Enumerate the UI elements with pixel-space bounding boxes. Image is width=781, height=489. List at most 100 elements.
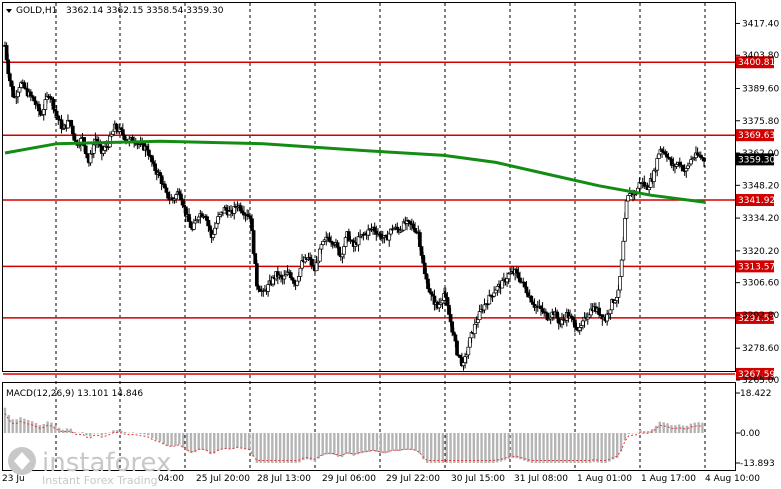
macd-bar [449,433,452,463]
macd-bar [553,433,557,463]
macd-bar [244,433,247,450]
macd-bar [375,433,379,452]
candle [253,253,258,264]
candle [251,229,256,256]
macd-bar [81,432,84,433]
macd-bar [507,433,510,459]
macd-bar [557,433,561,463]
macd-bar [73,431,76,433]
macd-bar [302,433,305,461]
macd-bar [259,433,262,463]
macd-bar [360,433,363,454]
macd-bar [387,433,390,453]
macd-axis: 18.422 0.00 -13.893 [736,389,775,469]
macd-bar [685,425,689,433]
macd-bar [50,422,53,433]
price-axis-label: 3334.20 [742,214,779,224]
candle [624,199,629,220]
macd-bar [54,425,57,433]
level-label-box [736,311,774,324]
macd-bar [38,425,42,433]
macd-bar [646,430,650,433]
candle [702,156,706,168]
candle [32,96,36,102]
macd-bar [151,433,154,439]
macd-bar [15,419,18,433]
macd-bar [522,433,526,461]
macd-bar [677,424,681,433]
macd-bar [577,433,580,463]
macd-bar [340,433,344,458]
macd-bar [77,432,80,434]
macd-axis-label: 18.422 [740,389,772,399]
price-axis-label: 3265.00 [742,376,779,386]
macd-bar [189,433,193,453]
macd-bar [236,433,239,448]
macd-bar [333,433,336,455]
macd-bar [395,433,398,452]
triangle-down-icon[interactable] [6,9,12,13]
macd-bar [445,433,448,463]
macd-bar [294,433,297,463]
macd-bar [170,433,173,447]
macd-bar [228,433,231,450]
macd-bar [670,425,673,433]
candle [619,258,624,277]
macd-frame [2,382,736,471]
level-label-box [736,129,774,142]
main-chart-frame [2,2,736,372]
support-resistance-levels: 3400.81 3369.63 3341.92 3313.57 3291.53 3267.… [3,56,775,380]
macd-bar [147,433,150,436]
level-label: 3291.53 [738,314,775,324]
macd-bar [464,433,468,463]
macd-bar [30,421,34,433]
macd-axis-label: 0.00 [740,429,760,439]
partial-time-label: 04:00 [158,474,184,484]
macd-bar [240,433,243,449]
macd-bar [422,433,425,460]
symbol-timeframe: GOLD,H1 [16,6,57,16]
macd-bar [460,433,464,463]
macd-bar [631,433,634,434]
macd-bar [604,433,607,463]
macd-bar [488,433,491,463]
macd-bar [23,418,26,433]
macd-bar [565,433,569,463]
macd-bar [515,433,518,459]
macd-bar [100,433,104,436]
level-label: 3400.81 [738,58,775,68]
macd-bar [58,427,61,433]
macd-bar [526,433,530,463]
macd-bar [251,433,255,457]
level-label: 3369.63 [738,131,775,141]
candle [656,153,661,159]
macd-bar [27,420,30,433]
macd-bar [410,433,414,450]
macd-bar [433,433,437,463]
macd-bar [325,433,328,455]
macd-bar [329,433,332,455]
macd-bar [193,433,197,453]
macd-bar [298,433,301,463]
current-price-box [736,153,774,166]
macd-bar [69,428,73,433]
macd-bar [313,433,317,462]
macd-bar [46,421,49,433]
level-label: 3267.59 [738,370,775,380]
macd-bar [635,432,638,434]
time-axis-label: 1 Aug 01:00 [577,474,632,484]
macd-bar [561,433,565,463]
macd-label: MACD(12,26,9) 13.101 14.846 [6,389,143,399]
macd-bar [337,433,340,457]
macd-bar [263,433,266,463]
macd-bar [534,433,538,463]
macd-bar [154,433,158,440]
macd-bar [364,433,367,453]
macd-bar [85,433,88,436]
macd-bar [317,433,321,459]
macd-bar [499,433,503,462]
macd-bar [472,433,476,463]
macd-bar [654,425,658,433]
macd-bar [619,433,623,452]
